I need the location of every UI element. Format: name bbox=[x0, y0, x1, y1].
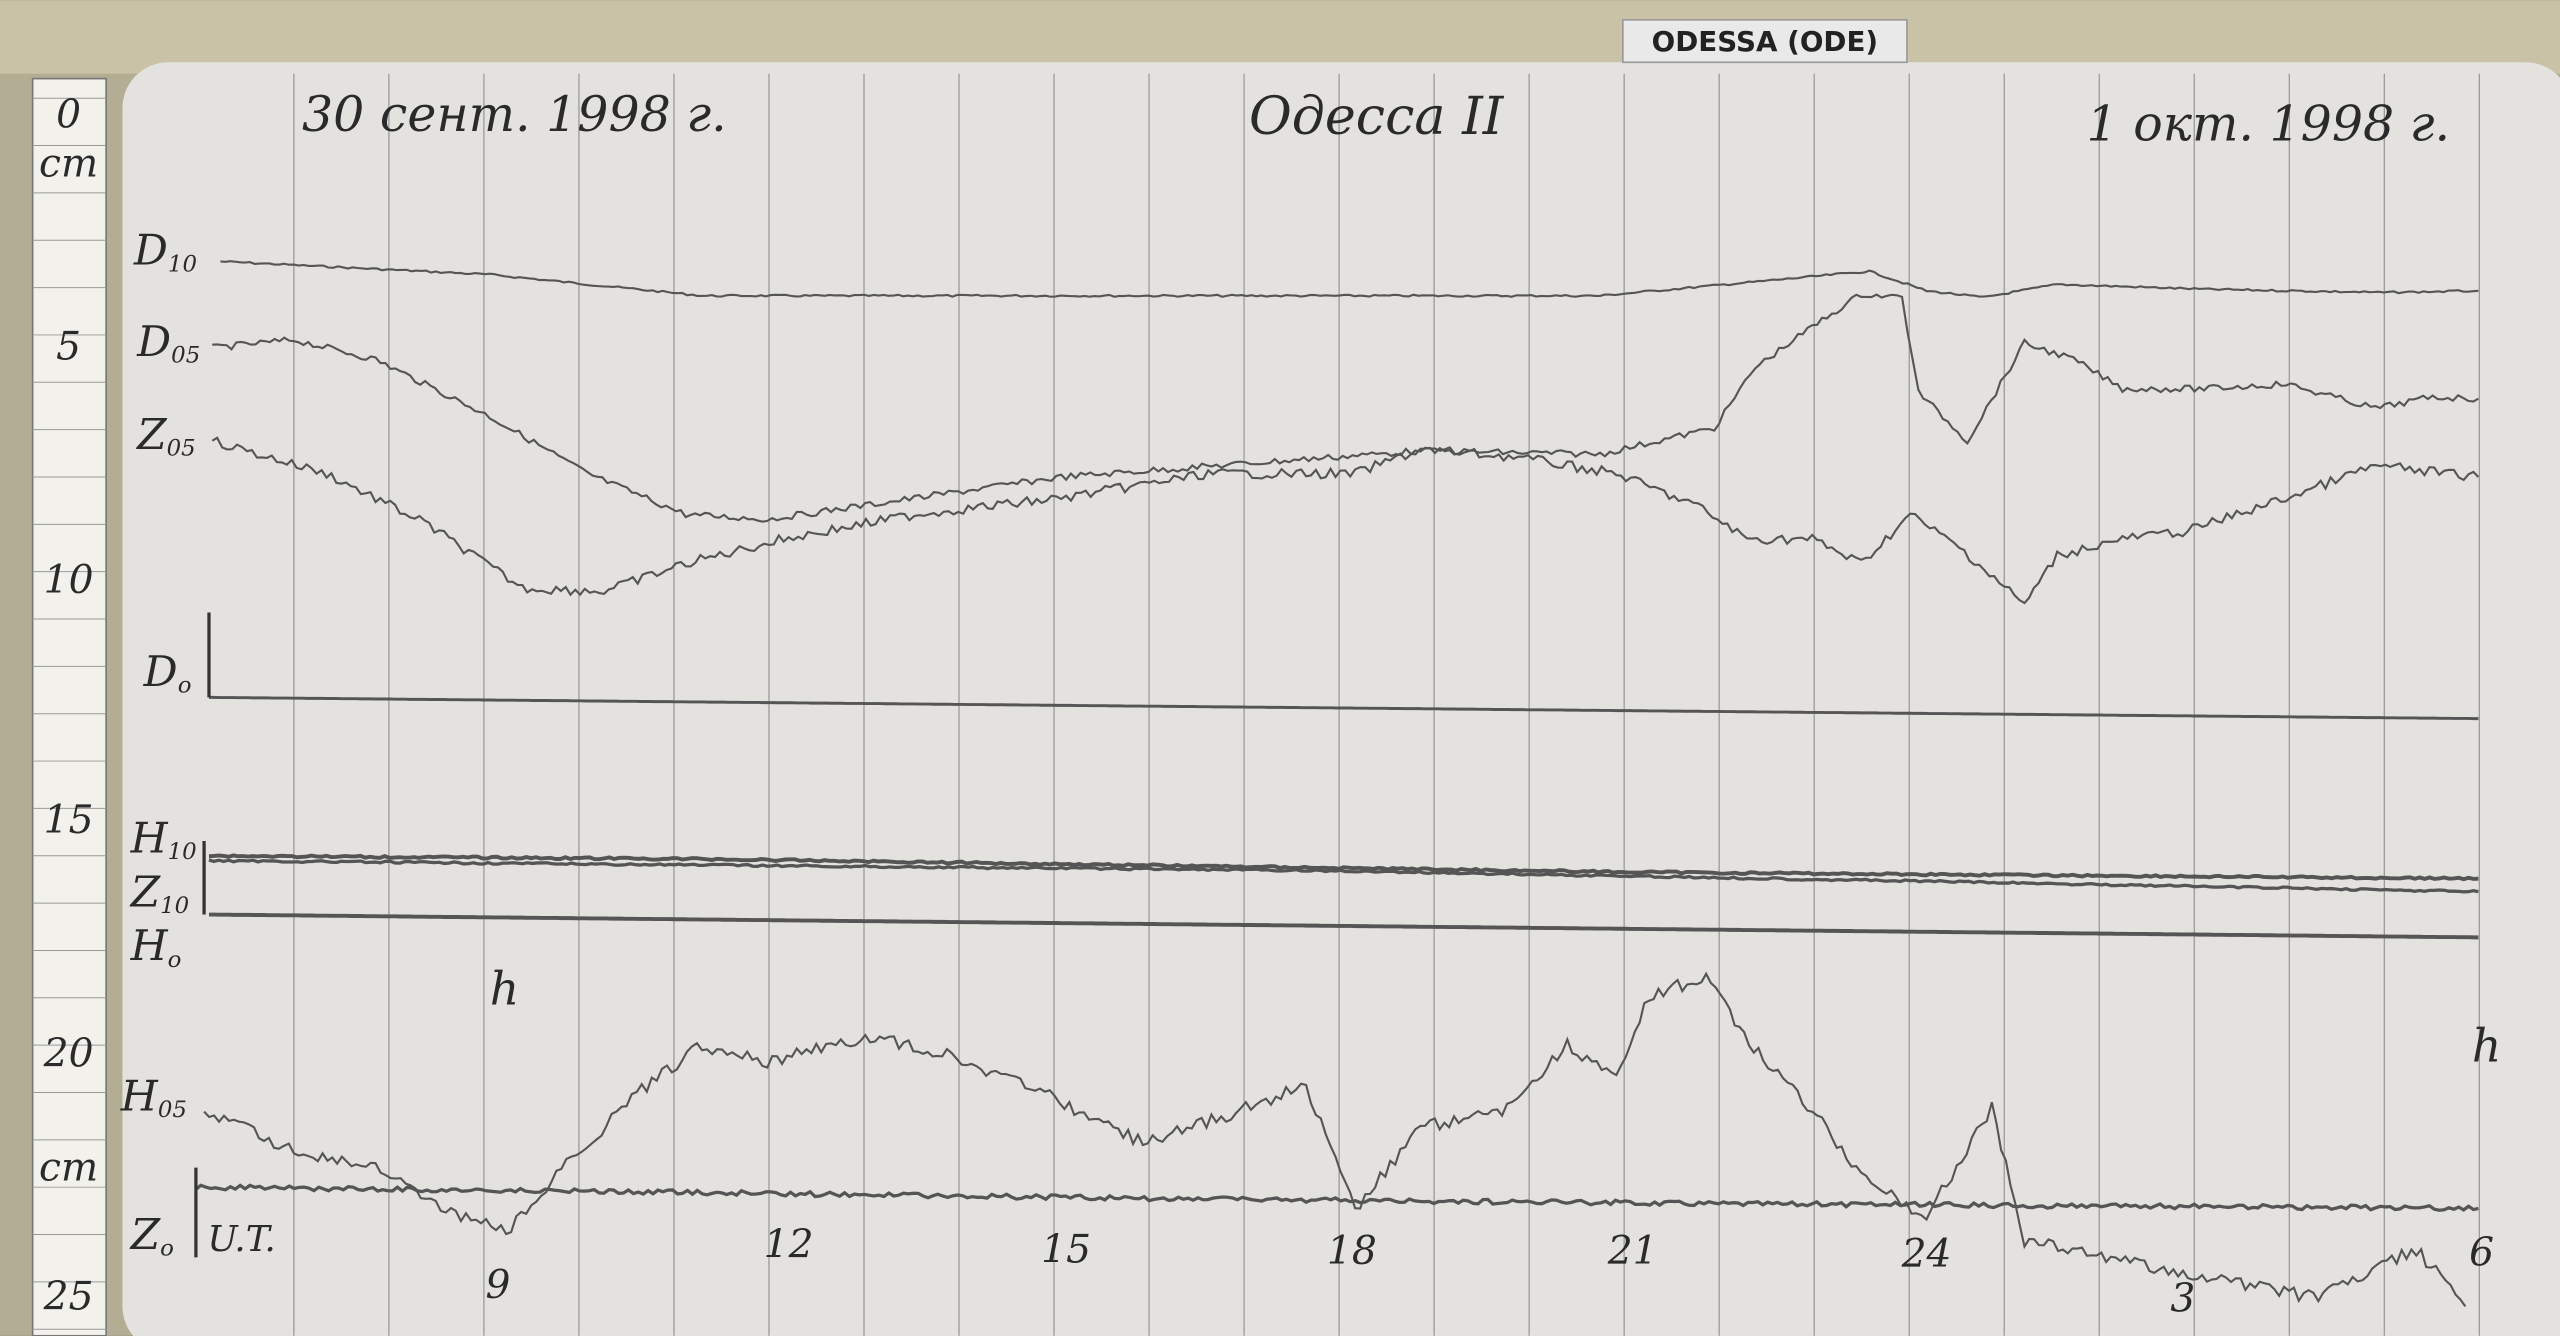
hour-label: 18 bbox=[1327, 1229, 1377, 1274]
unit-mark: h bbox=[2472, 1019, 2501, 1072]
date-left: 30 сент. 1998 г. bbox=[302, 86, 727, 143]
ruler-label: 5 bbox=[56, 324, 81, 369]
trace-name: H bbox=[130, 814, 169, 863]
trace-d05 bbox=[212, 293, 2479, 523]
hour-label: 6 bbox=[2469, 1231, 2494, 1276]
ruler-label: 15 bbox=[44, 798, 94, 843]
trace-name: Z bbox=[135, 411, 168, 460]
trace-name: D bbox=[133, 227, 168, 276]
trace-name: Z bbox=[129, 1211, 162, 1260]
ruler bbox=[31, 77, 107, 1336]
paper bbox=[122, 62, 2560, 1336]
unit-mark: h bbox=[490, 962, 519, 1015]
trace-label: Ho bbox=[130, 922, 182, 973]
trace-name: D bbox=[136, 318, 171, 367]
trace-label: D05 bbox=[136, 318, 200, 369]
ruler-label: 0 bbox=[56, 93, 81, 138]
trace-label: H05 bbox=[120, 1072, 187, 1123]
hour-label: 9 bbox=[485, 1263, 510, 1308]
trace-label: D10 bbox=[133, 227, 197, 278]
station: Одесса II bbox=[1249, 87, 1505, 147]
trace-sub: 05 bbox=[158, 1097, 187, 1123]
tag-text: ODESSA (ODE) bbox=[1652, 25, 1878, 58]
trace-label: Zo bbox=[129, 1211, 174, 1262]
ut-label: U.T. bbox=[207, 1219, 275, 1260]
ruler-label: cm bbox=[39, 1146, 98, 1191]
trace-sub: 10 bbox=[168, 839, 197, 865]
trace-label: Z10 bbox=[129, 868, 190, 919]
trace-d10 bbox=[220, 260, 2479, 298]
hour-label: 21 bbox=[1607, 1229, 1658, 1274]
frame-top bbox=[0, 0, 2560, 74]
trace-z05 bbox=[211, 436, 2480, 605]
trace-label: H10 bbox=[130, 814, 197, 865]
trace-label: Z05 bbox=[135, 411, 196, 462]
hour-label: 15 bbox=[1041, 1227, 1091, 1272]
trace-name: H bbox=[120, 1072, 159, 1121]
trace-sub: 05 bbox=[171, 343, 200, 369]
ruler-label: 10 bbox=[44, 558, 94, 603]
ruler-label: cm bbox=[39, 142, 98, 187]
hour-label: 3 bbox=[2170, 1276, 2195, 1321]
trace-sub: 10 bbox=[168, 251, 197, 277]
hour-labels: 9 12 15 18 21 24 3 6 bbox=[485, 1222, 2494, 1321]
date-right: 1 окт. 1998 г. bbox=[2087, 96, 2451, 153]
trace-name: D bbox=[143, 648, 178, 697]
trace-sub: 05 bbox=[167, 436, 196, 462]
trace-name: H bbox=[130, 922, 169, 971]
trace-sub: o bbox=[160, 1236, 174, 1262]
hour-label: 12 bbox=[764, 1222, 814, 1267]
ruler-label: 20 bbox=[43, 1031, 94, 1076]
hour-label: 24 bbox=[1901, 1232, 1952, 1277]
ruler-label: 25 bbox=[43, 1275, 94, 1320]
trace-sub: o bbox=[178, 672, 192, 698]
trace-label: Do bbox=[143, 648, 192, 699]
trace-h10 bbox=[208, 853, 2479, 882]
trace-name: Z bbox=[129, 868, 162, 917]
trace-z0 bbox=[194, 1183, 2479, 1212]
trace-h05 bbox=[203, 971, 2467, 1307]
trace-sub: o bbox=[168, 947, 182, 973]
tag bbox=[1622, 19, 1908, 64]
trace-z10 bbox=[208, 858, 2479, 894]
trace-d0 bbox=[208, 695, 2479, 721]
trace-sub: 10 bbox=[160, 893, 189, 919]
trace-h0 bbox=[208, 912, 2479, 940]
